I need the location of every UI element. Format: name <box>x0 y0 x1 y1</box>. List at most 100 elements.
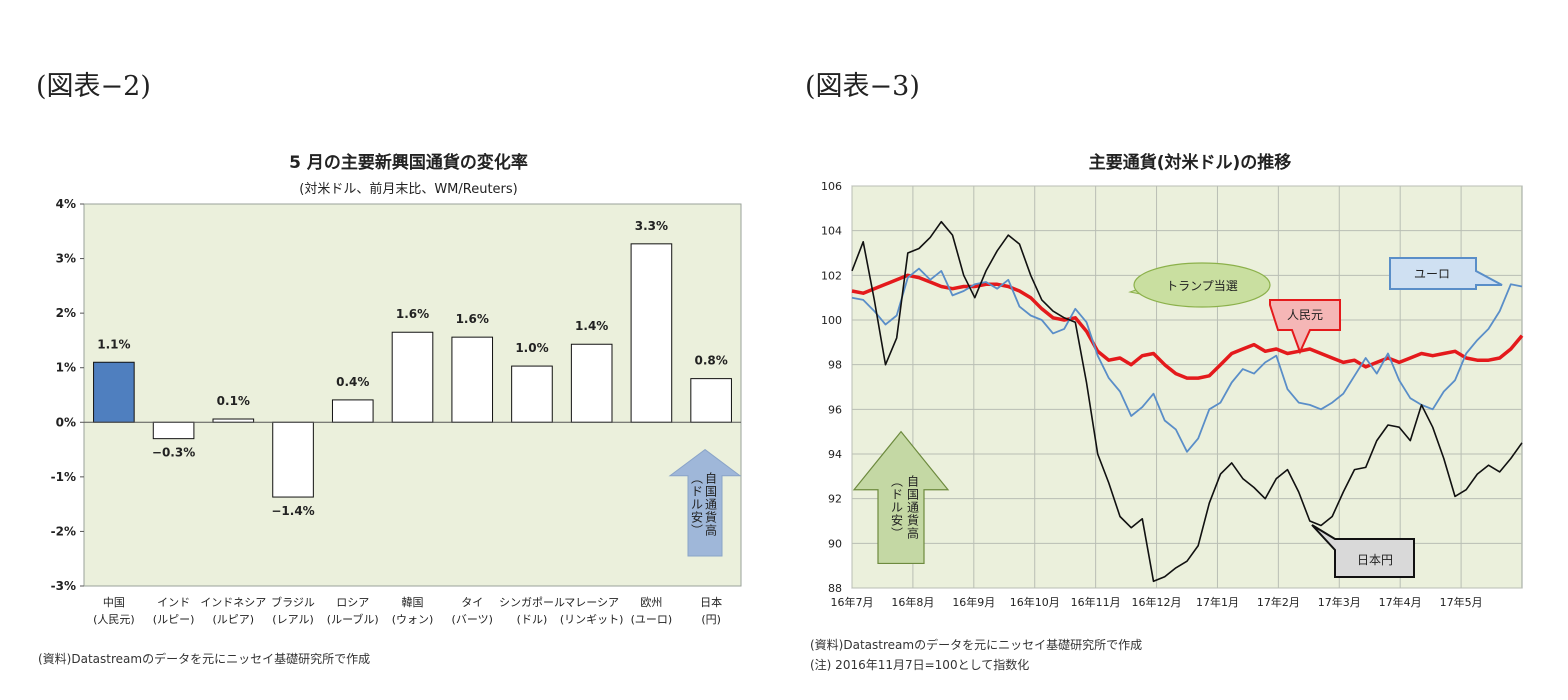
callout-trump-text: トランプ当選 <box>1166 279 1238 293</box>
bar-category-sublabel: (ルピア) <box>213 613 255 626</box>
svg-text:自: 自 <box>907 474 919 488</box>
bar-data-label: −0.3% <box>152 446 195 460</box>
line-x-tick-label: 16年8月 <box>891 595 934 609</box>
bar-category-sublabel: (ウォン) <box>392 613 434 626</box>
line-x-tick-label: 16年10月 <box>1010 595 1060 609</box>
callout-trump-bubble <box>1133 262 1271 308</box>
line-chart-title: 主要通貨(対米ドル)の推移 <box>1088 153 1292 173</box>
bar-1 <box>152 421 195 440</box>
bar-category-sublabel: (人民元) <box>93 613 135 626</box>
bar-10 <box>690 378 732 423</box>
line-series-0 <box>851 273 1524 380</box>
callout-eur-bubble <box>1389 257 1503 290</box>
bar-data-label: 3.3% <box>635 219 668 233</box>
bar-category-sublabel: (ルピー) <box>153 613 195 626</box>
svg-text:ド: ド <box>891 487 903 501</box>
bar-category-sublabel: (レアル) <box>272 613 313 626</box>
bar-6 <box>451 336 494 423</box>
bar-chart-source-note: (資料)Datastreamのデータを元にニッセイ基礎研究所で作成 <box>38 652 371 666</box>
line-plot-area <box>851 185 1523 589</box>
svg-text:貨: 貨 <box>705 509 717 524</box>
svg-text:国: 国 <box>907 487 919 501</box>
line-x-tick-label: 17年4月 <box>1379 595 1422 609</box>
line-x-tick-label: 17年2月 <box>1257 595 1300 609</box>
line-y-tick-label: 94 <box>828 448 842 461</box>
bar-y-tick-label: -3% <box>51 579 76 593</box>
svg-text:通: 通 <box>705 497 717 511</box>
bar-category-label: ロシア <box>336 596 369 609</box>
line-series-2 <box>851 220 1523 583</box>
callout-cny-text: 人民元 <box>1287 308 1323 322</box>
line-x-tick-label: 17年1月 <box>1196 595 1239 609</box>
bar-0 <box>93 361 135 423</box>
line-y-tick-label: 100 <box>821 314 842 327</box>
bar-y-tick-label: 3% <box>56 252 76 266</box>
svg-text:高: 高 <box>705 522 717 537</box>
bar-category-sublabel: (ルーブル) <box>327 612 379 626</box>
bar-5 <box>391 331 434 423</box>
line-x-tick-label: 16年11月 <box>1071 595 1121 609</box>
figure-2-label: (図表−2) <box>36 71 151 102</box>
bar-y-tick-label: 0% <box>56 415 76 429</box>
line-y-tick-label: 96 <box>828 403 842 416</box>
bar-category-sublabel: (リンギット) <box>560 613 624 626</box>
callout-eur-text: ユーロ <box>1414 267 1450 281</box>
bar-category-label: インド <box>157 596 190 609</box>
line-y-tick-label: 102 <box>821 269 842 282</box>
callout-jpy-text: 日本円 <box>1357 553 1393 567</box>
bar-category-label: 中国 <box>103 596 125 609</box>
bar-annotation-arrow <box>668 448 742 557</box>
bar-9 <box>630 243 673 423</box>
svg-text:︶: ︶ <box>891 526 903 540</box>
bar-y-tick-label: 2% <box>56 306 76 320</box>
bar-data-label: 0.4% <box>336 375 369 389</box>
svg-text:貨: 貨 <box>907 512 919 527</box>
line-y-tick-label: 88 <box>828 582 842 595</box>
svg-text:自: 自 <box>705 471 717 485</box>
line-x-tick-label: 17年5月 <box>1440 595 1483 609</box>
svg-text:ド: ド <box>691 484 703 498</box>
bar-chart-title: 5 月の主要新興国通貨の変化率 <box>289 153 528 173</box>
svg-text:安: 安 <box>691 509 703 524</box>
bar-3 <box>272 421 314 498</box>
svg-text:高: 高 <box>907 525 919 540</box>
bar-data-label: 1.4% <box>575 319 608 333</box>
line-y-tick-label: 92 <box>828 493 842 506</box>
bar-data-label: 1.6% <box>456 312 489 326</box>
bar-chart-subtitle: (対米ドル、前月末比、WM/Reuters) <box>299 182 518 197</box>
svg-text:︵: ︵ <box>891 474 903 488</box>
bar-4 <box>331 399 374 423</box>
line-annotation-arrow <box>852 430 950 565</box>
bar-category-label: ブラジル <box>271 595 315 609</box>
bar-8 <box>570 343 613 423</box>
bar-7 <box>511 365 553 423</box>
line-chart-source-note: (資料)Datastreamのデータを元にニッセイ基礎研究所で作成 <box>810 638 1143 652</box>
bar-category-label: タイ <box>461 596 483 609</box>
line-y-tick-label: 104 <box>821 225 842 238</box>
line-y-tick-label: 90 <box>828 537 842 550</box>
svg-text:︵: ︵ <box>691 471 703 485</box>
svg-text:︶: ︶ <box>691 523 703 537</box>
line-x-tick-label: 16年7月 <box>831 595 874 609</box>
bar-y-tick-label: -2% <box>51 524 76 538</box>
bar-data-label: 1.6% <box>396 307 429 321</box>
svg-text:通: 通 <box>907 500 919 514</box>
svg-text:ル: ル <box>691 497 703 511</box>
line-x-tick-label: 17年3月 <box>1318 595 1361 609</box>
bar-y-tick-label: -1% <box>51 470 76 484</box>
bar-y-tick-label: 1% <box>56 361 76 375</box>
line-x-tick-label: 16年9月 <box>952 595 995 609</box>
line-y-tick-label: 106 <box>821 180 842 193</box>
bar-category-sublabel: (ユーロ) <box>631 613 673 626</box>
svg-text:安: 安 <box>891 512 903 527</box>
bar-data-label: 0.8% <box>694 354 727 368</box>
bar-data-label: 1.1% <box>97 337 130 351</box>
bar-category-sublabel: (円) <box>701 613 721 626</box>
bar-data-label: 1.0% <box>515 341 548 355</box>
figure-3-label: (図表−3) <box>805 71 920 102</box>
bar-category-sublabel: (ドル) <box>517 613 548 626</box>
line-chart-index-note: (注) 2016年11月7日=100として指数化 <box>810 658 1030 672</box>
callout-jpy-bubble <box>1311 524 1415 578</box>
bar-chart: 4% 3% 2% 1% 0% -1% -2% -3% 1.1% 中国 (人民元) −0.3% インド (ル… <box>51 197 742 626</box>
